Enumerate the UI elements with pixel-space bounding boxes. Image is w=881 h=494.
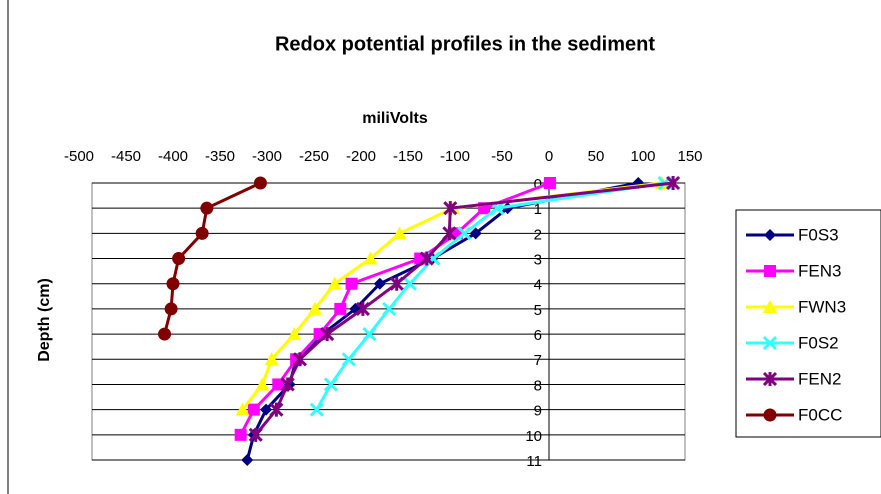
legend-marker (763, 408, 777, 422)
marker (320, 327, 335, 342)
marker (309, 402, 324, 417)
y-tick-label: 8 (534, 377, 542, 394)
legend-marker (762, 335, 778, 351)
marker (442, 226, 457, 241)
x-tick-label: -250 (299, 148, 329, 165)
legend-marker (763, 300, 777, 313)
marker (280, 377, 295, 392)
marker (355, 301, 370, 316)
marker (272, 378, 285, 391)
x-tick-label: 50 (588, 148, 605, 165)
legend-label: FEN2 (798, 369, 841, 388)
x-tick-label: -150 (393, 148, 423, 165)
marker (327, 276, 342, 290)
chart-title: Redox potential profiles in the sediment (275, 33, 655, 55)
x-tick-label: -450 (111, 148, 141, 165)
marker (419, 251, 434, 266)
marker (195, 226, 209, 240)
legend-label: FWN3 (798, 297, 846, 316)
marker (234, 428, 247, 441)
marker (264, 352, 279, 366)
series-line (315, 181, 665, 411)
marker (287, 327, 302, 341)
marker (443, 201, 458, 216)
marker (172, 252, 186, 266)
legend-label: F0S2 (798, 333, 839, 352)
marker (334, 302, 347, 315)
x-tick-label: 150 (677, 148, 702, 165)
marker (323, 377, 338, 392)
marker (382, 301, 397, 316)
marker (235, 402, 250, 416)
marker (164, 302, 178, 316)
legend-marker (764, 229, 776, 241)
y-tick-label: 9 (534, 403, 542, 420)
marker (260, 403, 273, 416)
marker (373, 277, 386, 290)
marker (253, 176, 267, 190)
series-line (241, 181, 662, 411)
marker (292, 352, 307, 367)
marker (158, 327, 172, 341)
y-tick-label: 11 (526, 453, 542, 470)
y-tick-label: 10 (525, 428, 542, 445)
legend-marker (764, 265, 776, 277)
x-tick-label: -50 (491, 148, 513, 165)
x-axis-title: miliVolts (362, 110, 428, 127)
marker (457, 226, 472, 241)
legend-label: FEN3 (798, 261, 841, 280)
x-tick-label: -200 (346, 148, 376, 165)
y-tick-label: 4 (534, 277, 542, 294)
marker (389, 276, 404, 291)
series-line (245, 181, 639, 461)
marker (363, 251, 378, 265)
marker (248, 427, 263, 442)
marker (469, 227, 482, 240)
x-tick-label: -500 (64, 148, 94, 165)
y-tick-label: 6 (534, 327, 542, 344)
x-tick-label: -300 (252, 148, 282, 165)
marker (307, 301, 322, 315)
plot-area (91, 182, 686, 461)
marker (241, 454, 254, 466)
marker (166, 277, 180, 291)
marker (402, 276, 417, 291)
marker (345, 277, 358, 290)
legend-label: F0S3 (798, 225, 839, 244)
x-tick-label: 0 (545, 148, 553, 165)
y-tick-label: 5 (534, 302, 542, 319)
y-tick-label: 0 (534, 176, 542, 193)
marker (392, 226, 407, 240)
marker (269, 402, 284, 417)
y-tick-label: 2 (534, 226, 542, 243)
x-tick-label: -400 (158, 148, 188, 165)
marker (543, 177, 556, 189)
marker (341, 352, 356, 367)
legend-marker (762, 371, 778, 387)
y-tick-label: 7 (534, 352, 542, 369)
marker (200, 201, 214, 215)
marker (247, 403, 260, 416)
x-tick-label: 100 (630, 148, 655, 165)
y-tick-label: 1 (534, 201, 542, 218)
x-tick-label: -100 (440, 148, 470, 165)
marker (255, 377, 270, 391)
marker (666, 175, 681, 191)
marker (362, 327, 377, 342)
y-tick-label: 3 (534, 252, 542, 269)
y-axis-title: Depth (cm) (36, 278, 53, 362)
legend-label: F0CC (798, 405, 842, 424)
legend-box (735, 209, 881, 438)
x-tick-label: -350 (205, 148, 235, 165)
